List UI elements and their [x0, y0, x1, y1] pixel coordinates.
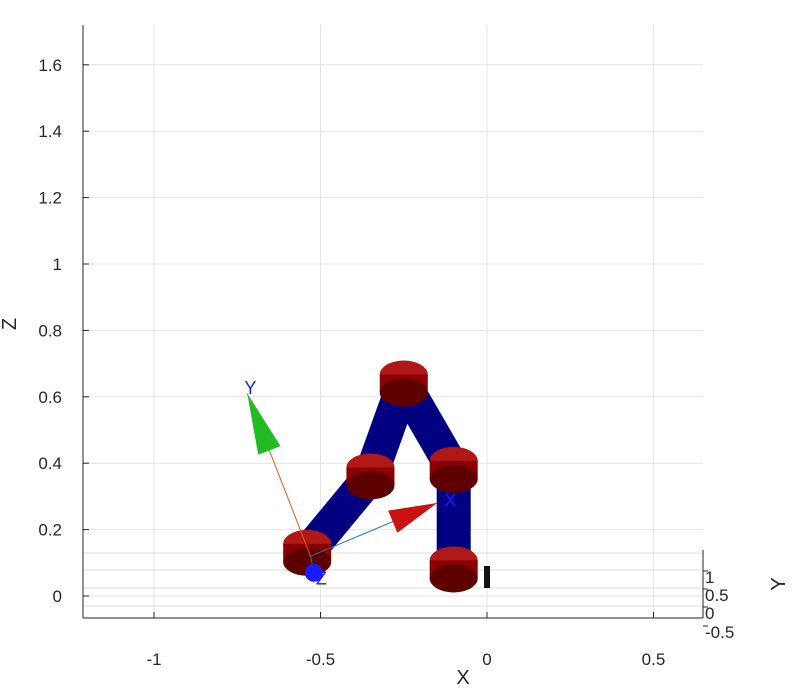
z-tick-label: 0.4: [38, 454, 62, 473]
coordinate-frame: X Y Z: [244, 378, 456, 589]
axes: [82, 25, 708, 627]
frame-axis-z: Z: [304, 556, 327, 589]
joint-face: [429, 564, 478, 593]
x-tick-label: 0.5: [642, 650, 666, 669]
frame-axis-cone: [388, 503, 438, 533]
x-tick-label: 0: [482, 650, 491, 669]
frame-axis-cone: [304, 563, 323, 582]
robot-arm: [283, 360, 478, 593]
x-axis-label: X: [456, 667, 469, 689]
joint-face: [379, 378, 428, 407]
frame-axis-label: Y: [244, 378, 256, 398]
z-tick-label: 1.2: [38, 189, 62, 208]
base-marker: [484, 566, 490, 588]
y-axis-label: Y: [768, 577, 790, 590]
joint-face: [346, 471, 395, 500]
z-tick-label: 1.6: [38, 56, 62, 75]
robot-joint: [346, 453, 395, 500]
grid: [83, 25, 703, 618]
robot-joint: [429, 446, 478, 493]
z-axis-label: Z: [0, 318, 21, 330]
tick-labels: -1 -0.5 0 0.500.20.40.60.811.21.41.610.50-0…: [38, 56, 734, 669]
z-tick-label: 0.6: [38, 388, 62, 407]
y-floor-grid: [83, 552, 703, 607]
z-tick-label: 0.8: [38, 321, 62, 340]
robot-joint: [429, 546, 478, 593]
z-tick-label: 1.4: [38, 122, 62, 141]
y-tick-label: 0: [705, 604, 714, 623]
z-tick-label: 0.2: [38, 521, 62, 540]
robot-joint: [283, 529, 332, 576]
frame-axis-x: X: [310, 491, 456, 557]
x-tick-label: -0.5: [306, 650, 335, 669]
x-tick-label: -1: [146, 650, 161, 669]
y-tick-label: 0.5: [705, 586, 729, 605]
y-tick-label: 1: [705, 568, 714, 587]
z-tick-label: 1: [53, 255, 62, 274]
joint-face: [429, 464, 478, 493]
y-tick-label: -0.5: [705, 623, 734, 642]
z-tick-label: 0: [53, 587, 62, 606]
robot-joint: [379, 360, 428, 407]
frame-axis-label: Z: [316, 569, 327, 589]
frame-axis-cone: [247, 393, 281, 455]
frame-axis-y: Y: [244, 378, 311, 557]
frame-axis-label: X: [444, 491, 456, 511]
